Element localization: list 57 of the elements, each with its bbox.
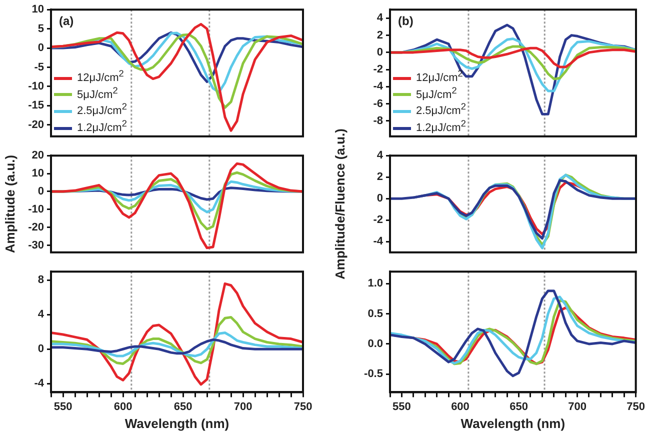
x-tick-label: 550	[54, 400, 72, 413]
y-tick-label: -2	[373, 214, 383, 226]
x-axis-title: Wavelength (nm)	[460, 416, 566, 431]
y-tick-label: 0	[376, 46, 383, 58]
x-tick-label: 700	[234, 400, 252, 413]
y-tick-label: -2	[373, 64, 383, 76]
y-tick-label: 2	[376, 29, 383, 42]
y-tick-label: 8	[38, 274, 44, 286]
legend-label: 12μJ/cm$^{2}$	[77, 68, 124, 84]
y-tick-label: -20	[28, 221, 44, 234]
legend-label: 1.2μJ/cm$^{2}$	[416, 118, 466, 134]
y-axis-title: Amplitude/Fluence (a.u.)	[332, 128, 348, 280]
y-tick-label: -10	[28, 80, 44, 92]
annotation: (b)	[398, 14, 414, 28]
x-tick-label: 700	[568, 400, 586, 413]
y-tick-label: 1.0	[368, 278, 383, 290]
y-tick-label: -0.5	[364, 368, 383, 380]
x-tick-label: 650	[510, 400, 528, 413]
y-tick-label: -20	[28, 118, 44, 131]
x-axis-title: Wavelength (nm)	[124, 416, 230, 431]
x-tick-label: 750	[294, 400, 312, 413]
y-tick-label: -4	[373, 80, 384, 93]
y-tick-label: 0	[38, 42, 44, 54]
annotation: (a)	[59, 14, 74, 28]
legend-label: 2.5μJ/cm$^{2}$	[416, 102, 466, 118]
y-tick-label: 0.5	[368, 308, 383, 320]
y-tick-label: 20	[32, 150, 44, 162]
y-tick-label: 4	[38, 308, 45, 321]
y-tick-label: 0	[376, 192, 383, 205]
y-axis-title: Amplitude (a.u.)	[2, 154, 18, 254]
y-tick-label: -6	[373, 98, 383, 110]
y-tick-label: -8	[373, 115, 383, 128]
y-tick-label: -15	[28, 100, 44, 112]
y-tick-label: 5	[38, 22, 44, 35]
x-tick-label: 550	[392, 400, 411, 413]
y-tick-label: -30	[28, 239, 44, 252]
y-tick-label: 2	[376, 171, 383, 184]
y-tick-label: 10	[32, 4, 44, 16]
y-tick-label: 4	[376, 150, 384, 162]
y-tick-label: 10	[32, 168, 44, 180]
y-tick-label: -4	[373, 236, 384, 248]
y-tick-label: 0.0	[368, 338, 383, 350]
y-tick-label: 0	[38, 185, 44, 198]
y-tick-label: 0	[38, 343, 44, 356]
legend-label: 12μJ/cm$^{2}$	[416, 68, 463, 84]
x-tick-label: 600	[114, 400, 132, 413]
legend-label: 2.5μJ/cm$^{2}$	[77, 102, 127, 118]
y-tick-label: -4	[34, 378, 45, 390]
y-tick-label: 4	[376, 12, 384, 24]
y-tick-label: -5	[34, 61, 44, 74]
legend-label: 5μJ/cm$^{2}$	[416, 85, 457, 101]
y-tick-label: -10	[28, 203, 44, 216]
x-tick-label: 750	[626, 400, 646, 413]
x-tick-label: 650	[174, 400, 192, 413]
legend-label: 1.2μJ/cm$^{2}$	[77, 118, 127, 134]
x-tick-label: 600	[451, 400, 470, 413]
legend-label: 5μJ/cm$^{2}$	[77, 85, 118, 101]
